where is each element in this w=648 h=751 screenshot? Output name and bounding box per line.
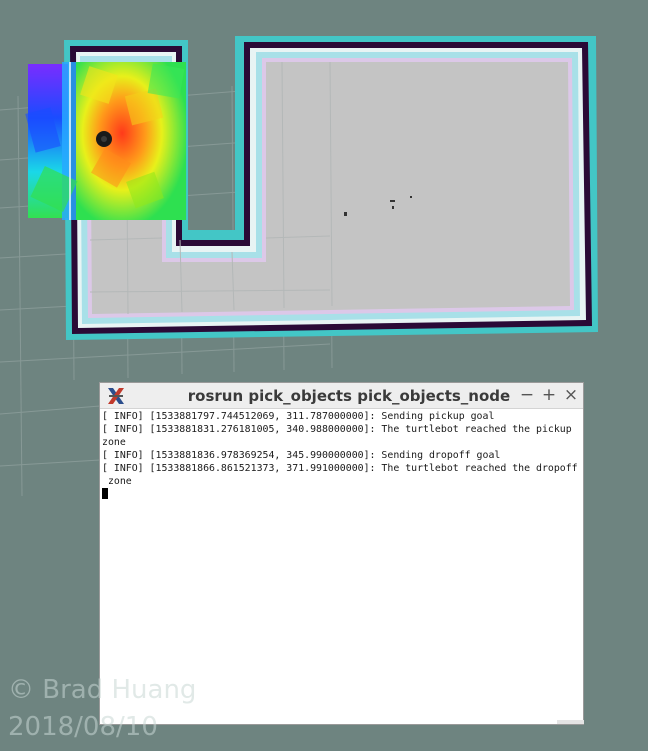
watermark-date: 2018/08/10 — [8, 712, 158, 742]
watermark-author: © Brad Huang — [8, 675, 197, 705]
terminal-output[interactable]: [ INFO] [1533881797.744512069, 311.78700… — [102, 411, 581, 503]
turtlebot-marker-icon[interactable] — [96, 131, 112, 147]
maximize-button[interactable]: + — [541, 385, 557, 405]
terminal-window[interactable]: rosrun pick_objects pick_objects_node − … — [99, 382, 584, 725]
log-line: [ INFO] [1533881836.978369254, 345.99000… — [102, 449, 501, 461]
x-terminal-icon — [108, 388, 124, 404]
text-cursor — [102, 488, 108, 500]
terminal-title: rosrun pick_objects pick_objects_node — [187, 387, 511, 405]
log-line: zone — [102, 475, 132, 487]
close-button[interactable]: × — [563, 385, 579, 405]
resize-grip[interactable] — [557, 720, 584, 724]
local-costmap — [25, 62, 186, 220]
map-obstacles — [344, 196, 412, 216]
minimize-button[interactable]: − — [519, 385, 535, 405]
log-line: zone — [102, 436, 126, 448]
log-line: [ INFO] [1533881797.744512069, 311.78700… — [102, 411, 495, 422]
terminal-titlebar[interactable]: rosrun pick_objects pick_objects_node − … — [100, 383, 583, 409]
log-line: [ INFO] [1533881831.276181005, 340.98800… — [102, 423, 572, 435]
log-line: [ INFO] [1533881866.861521373, 371.99100… — [102, 462, 578, 474]
map-free-space — [90, 62, 570, 314]
